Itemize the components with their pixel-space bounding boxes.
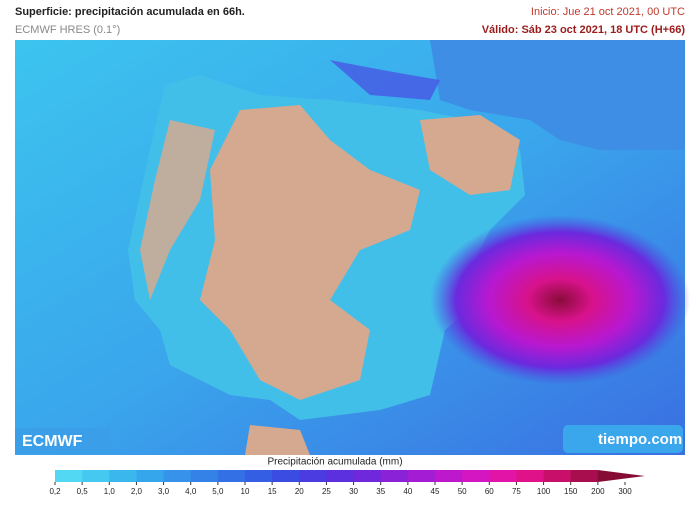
colorbar: 0,2 0,5 1,0 2,0 3,0 4,0 5,0 10 15 20 25 30 35 40 45 50 6… — [49, 470, 645, 496]
colorbar-swatch — [435, 470, 463, 482]
colorbar-swatch — [245, 470, 273, 482]
colorbar-swatch — [380, 470, 409, 482]
heavy-rain — [430, 215, 690, 385]
dry-land — [420, 115, 520, 195]
colorbar-swatch — [299, 470, 327, 482]
colorbar-swatch — [570, 470, 599, 482]
colorbar-swatch — [326, 470, 355, 482]
colorbar-tick-label: 60 — [485, 487, 494, 496]
colorbar-tick-label: 25 — [322, 487, 331, 496]
colorbar-swatch — [462, 470, 490, 482]
colorbar-tick-label: 0,5 — [77, 487, 89, 496]
colorbar-tick-label: 2,0 — [131, 487, 143, 496]
colorbar-tick-label: 45 — [431, 487, 440, 496]
colorbar-tick-label: 20 — [295, 487, 304, 496]
africa — [245, 425, 310, 455]
colorbar-tick-label: 150 — [564, 487, 578, 496]
colorbar-swatch — [163, 470, 192, 482]
colorbar-tick-label: 15 — [268, 487, 277, 496]
colorbar-swatch — [190, 470, 219, 482]
logo-tiempo: tiempo.com — [598, 431, 682, 448]
colorbar-swatch — [543, 470, 572, 482]
colorbar-tick-label: 35 — [376, 487, 385, 496]
colorbar-swatch — [136, 470, 165, 482]
colorbar-tick-label: 10 — [241, 487, 250, 496]
model: ECMWF HRES (0.1°) — [15, 24, 120, 36]
colorbar-tick-label: 200 — [591, 487, 605, 496]
header-bg — [0, 0, 700, 40]
logo-bg — [563, 425, 683, 453]
title: Superficie: precipitación acumulada en 6… — [15, 6, 245, 18]
colorbar-swatch — [489, 470, 517, 482]
colorbar-tick-label: 30 — [349, 487, 358, 496]
colorbar-swatch — [109, 470, 137, 482]
colorbar-label: Precipitación acumulada (mm) — [267, 457, 402, 468]
map: ECMWF tiempo.com — [15, 40, 690, 455]
colorbar-tick-label: 3,0 — [158, 487, 170, 496]
dry-land — [140, 120, 215, 300]
colorbar-arrow — [597, 470, 645, 482]
dry-land — [200, 105, 420, 400]
colorbar-tick-label: 0,2 — [49, 487, 61, 496]
valid: Válido: Sáb 23 oct 2021, 18 UTC (H+66) — [482, 24, 686, 36]
colorbar-tick-label: 75 — [512, 487, 521, 496]
colorbar-tick-label: 300 — [618, 487, 632, 496]
colorbar-tick-label: 100 — [537, 487, 551, 496]
france — [430, 40, 685, 150]
logo-ecmwf: ECMWF — [22, 433, 83, 450]
colorbar-swatch — [407, 470, 436, 482]
colorbar-swatch — [516, 470, 545, 482]
logo-bg — [15, 428, 110, 454]
colorbar-tick-label: 1,0 — [104, 487, 116, 496]
colorbar-tick-label: 50 — [458, 487, 467, 496]
colorbar-swatch — [82, 470, 110, 482]
colorbar-tick-label: 40 — [403, 487, 412, 496]
colorbar-swatch — [272, 470, 300, 482]
init: Inicio: Jue 21 oct 2021, 00 UTC — [531, 6, 685, 18]
colorbar-swatch — [217, 470, 246, 482]
colorbar-swatch — [55, 470, 83, 482]
rain-band — [330, 60, 440, 100]
colorbar-tick-label: 5,0 — [212, 487, 224, 496]
colorbar-tick-label: 4,0 — [185, 487, 197, 496]
colorbar-swatch — [353, 470, 382, 482]
